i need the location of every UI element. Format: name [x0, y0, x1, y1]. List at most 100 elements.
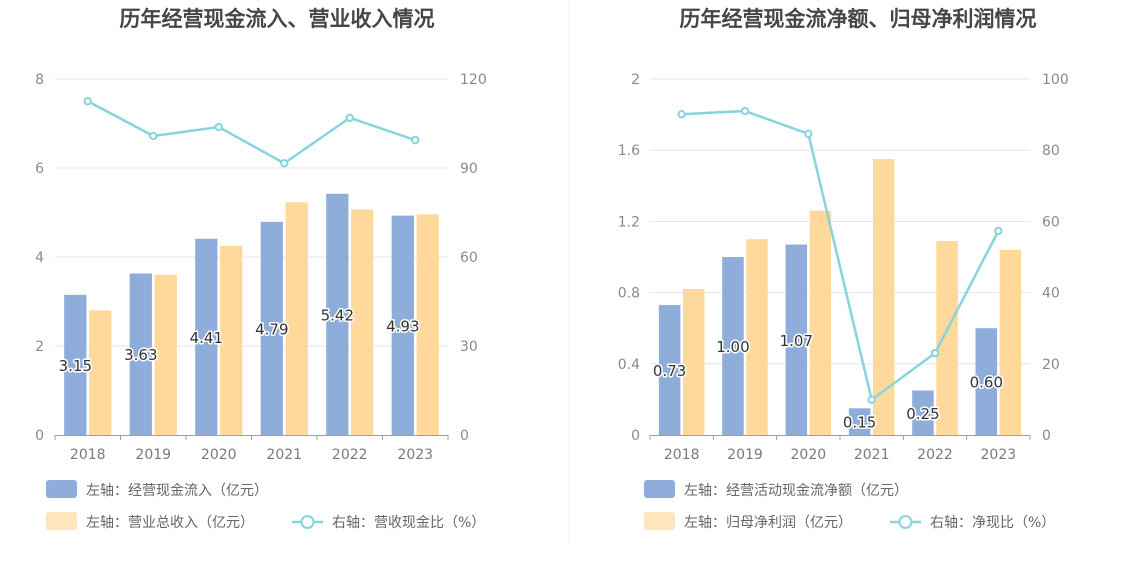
- chart0-legend-label: 右轴：营收现金比（%）: [332, 515, 485, 531]
- chart0-right-tick: 120: [460, 72, 487, 88]
- chart1-ratio-point: [804, 129, 813, 139]
- chart0-ratio-point: [83, 97, 92, 106]
- chart1-legend-label: 左轴：归母净利润（亿元）: [684, 514, 852, 531]
- chart0-bar-left: [326, 193, 349, 435]
- chart0-ratio-line: [87, 100, 416, 165]
- chart1-data-label: 0.25: [906, 405, 939, 423]
- chart1-x-tick-label: 2018: [664, 447, 700, 463]
- chart1-left-tick: 2: [631, 72, 640, 88]
- chart1-legend-label: 左轴：经营活动现金流净额（亿元）: [684, 483, 908, 499]
- chart0-bar-left: [195, 238, 218, 435]
- chart1-right-tick: 100: [1042, 72, 1069, 88]
- chart0-legend-label: 左轴：营业总收入（亿元）: [86, 515, 254, 531]
- chart0-bar-right: [351, 209, 374, 435]
- chart1-x-tick-label: 2021: [854, 447, 890, 463]
- chart0-legend-line-marker: [300, 515, 315, 529]
- chart1-ratio-line: [681, 109, 1000, 402]
- chart0-bar-left: [129, 273, 152, 435]
- chart1-left-tick: 1.6: [618, 143, 640, 159]
- chart1-bar-right: [809, 210, 832, 435]
- chart0-bar-right: [154, 274, 177, 435]
- chart0-left-tick: 4: [35, 250, 44, 266]
- chart0-x-tick-label: 2019: [135, 447, 171, 463]
- chart0-bar-left: [260, 221, 283, 435]
- chart0-right-tick: 60: [460, 250, 478, 266]
- chart1-x-tick-label: 2022: [917, 447, 953, 463]
- chart0-x-tick-label: 2018: [70, 447, 106, 463]
- chart0-bar-right: [220, 245, 243, 435]
- chart1-bar-right: [999, 249, 1022, 435]
- chart1-title: 历年经营现金流净额、归母净利润情况: [680, 7, 1037, 31]
- chart1-right-tick: 20: [1042, 357, 1060, 373]
- chart0-right-tick: 0: [460, 428, 469, 444]
- chart1-ratio-point: [740, 106, 750, 116]
- chart0-left-tick: 2: [35, 339, 44, 355]
- chart1-data-label: 0.73: [653, 362, 686, 380]
- chart0-bar-left: [391, 215, 414, 435]
- chart1-bar-left: [785, 244, 808, 435]
- chart0-ratio-point: [411, 135, 420, 145]
- chart1-legend-swatch: [644, 480, 675, 498]
- chart0-bar-left: [64, 294, 87, 435]
- chart1-ratio-point: [677, 110, 686, 119]
- chart0-legend-swatch: [46, 480, 77, 498]
- chart0-data-label: 3.15: [59, 357, 92, 375]
- chart0-data-label: 4.79: [255, 320, 288, 338]
- chart1-x-tick-label: 2020: [791, 447, 827, 463]
- chart1-left-tick: 0.4: [618, 357, 640, 373]
- chart1-bar-right: [936, 240, 958, 435]
- chart0-bar-right: [89, 310, 112, 435]
- chart0-left-tick: 8: [35, 72, 44, 88]
- chart1-right-tick: 40: [1042, 286, 1060, 302]
- chart1-bar-left: [912, 390, 934, 435]
- chart1-left-tick: 0: [631, 428, 640, 444]
- chart1-right-tick: 80: [1042, 143, 1060, 159]
- chart0-bar-right: [285, 202, 308, 435]
- chart0-title: 历年经营现金流入、营业收入情况: [120, 7, 435, 31]
- chart1-legend-swatch: [644, 512, 675, 530]
- chart0-right-tick: 90: [460, 161, 478, 177]
- chart1-right-tick: 60: [1042, 214, 1060, 230]
- chart0-left-tick: 0: [35, 428, 44, 444]
- chart0-right-tick: 30: [460, 339, 478, 355]
- chart1-legend-line-marker: [898, 515, 913, 529]
- chart1-ratio-point: [994, 226, 1003, 236]
- chart0-ratio-point: [280, 159, 289, 168]
- chart0-x-tick-label: 2023: [397, 447, 433, 463]
- chart0-bar-right: [416, 214, 439, 435]
- chart0-data-label: 4.93: [386, 317, 419, 335]
- chart0-data-label: 3.63: [124, 346, 157, 364]
- chart1-bar-left: [658, 305, 681, 435]
- chart1-bar-left: [975, 328, 998, 435]
- chart0-x-tick-label: 2021: [266, 447, 302, 463]
- chart0-x-tick-label: 2020: [201, 447, 237, 463]
- chart1-bar-left: [722, 257, 744, 435]
- chart1-data-label: 0.60: [970, 374, 1003, 392]
- chart0-legend-label: 左轴：经营现金流入（亿元）: [86, 483, 268, 499]
- chart0-ratio-point: [214, 122, 223, 132]
- chart1-ratio-point: [930, 348, 940, 358]
- chart1-x-tick-label: 2023: [981, 447, 1017, 463]
- chart0-ratio-point: [149, 131, 158, 141]
- chart0-ratio-point: [345, 113, 354, 123]
- chart0-data-label: 4.41: [190, 329, 223, 347]
- chart1-bar-right: [872, 159, 895, 435]
- chart1-data-label: 0.15: [843, 414, 876, 432]
- chart0-x-tick-label: 2022: [332, 447, 368, 463]
- chart1-left-tick: 1.2: [618, 214, 640, 230]
- chart1-bar-right: [682, 289, 705, 435]
- chart1-left-tick: 0.8: [618, 286, 640, 302]
- chart1-ratio-point: [867, 395, 876, 404]
- chart0-left-tick: 6: [35, 161, 44, 177]
- chart0-legend-swatch: [46, 512, 77, 530]
- chart0-data-label: 5.42: [321, 306, 354, 324]
- chart1-bar-right: [746, 239, 768, 435]
- chart1-bar-left: [848, 408, 871, 435]
- chart1-x-tick-label: 2019: [727, 447, 763, 463]
- chart1-data-label: 1.00: [716, 338, 749, 356]
- chart1-data-label: 1.07: [780, 332, 813, 350]
- chart1-legend-label: 右轴：净现比（%）: [930, 515, 1055, 531]
- chart1-right-tick: 0: [1042, 428, 1051, 444]
